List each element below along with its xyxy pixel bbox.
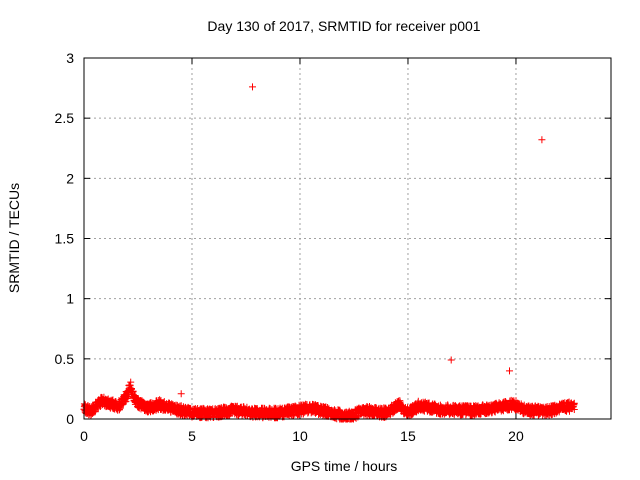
x-tick-label: 0 <box>80 428 88 444</box>
data-points <box>80 83 578 423</box>
data-point-outlier <box>506 367 513 375</box>
data-point <box>123 395 131 402</box>
data-point-outlier <box>249 83 256 91</box>
x-tick-label: 5 <box>188 428 196 444</box>
y-tick-label: 1.5 <box>55 231 75 247</box>
y-tick-label: 0.5 <box>55 351 75 367</box>
x-tick-label: 15 <box>400 428 416 444</box>
y-tick-label: 2 <box>66 170 74 186</box>
axis-ticks <box>83 57 611 420</box>
grid-lines <box>84 58 611 419</box>
data-point <box>127 378 135 386</box>
chart-title: Day 130 of 2017, SRMTID for receiver p00… <box>207 18 480 34</box>
y-tick-label: 1 <box>66 291 74 307</box>
y-axis-label: SRMTID / TECUs <box>6 183 22 293</box>
y-tick-label: 3 <box>66 50 74 66</box>
x-tick-label: 10 <box>292 428 308 444</box>
data-point <box>570 399 578 407</box>
x-tick-label: 20 <box>508 428 524 444</box>
data-point <box>570 406 578 413</box>
y-tick-label: 0 <box>66 411 74 427</box>
plot-border <box>83 57 612 420</box>
tick-labels: 0 0.5 1 1.5 2 2.5 3 0 5 10 15 20 <box>55 50 524 444</box>
data-point-outlier <box>538 136 546 144</box>
x-axis-label: GPS time / hours <box>291 458 398 474</box>
y-tick-label: 2.5 <box>55 110 75 126</box>
data-point-outlier <box>447 356 455 364</box>
data-point-outlier <box>177 390 185 398</box>
